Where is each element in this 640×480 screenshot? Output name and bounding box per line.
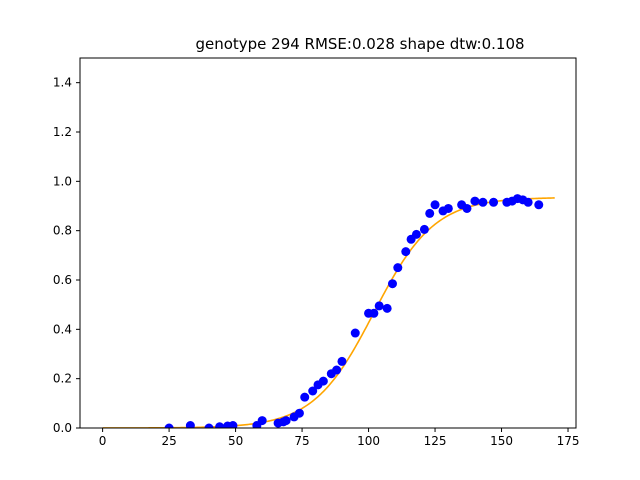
data-point [419, 224, 429, 234]
axes-frame [79, 57, 577, 429]
y-tick-label: 1.4 [53, 76, 72, 90]
data-point [318, 376, 328, 386]
x-tick-label: 125 [424, 434, 447, 448]
data-points-layer [164, 194, 544, 428]
x-tick-label: 150 [490, 434, 513, 448]
y-tick-label: 0.8 [53, 224, 72, 238]
x-tick-label: 25 [161, 434, 176, 448]
x-tick-label: 50 [228, 434, 243, 448]
data-point [337, 356, 347, 366]
x-tick-label: 100 [357, 434, 380, 448]
data-point [489, 197, 499, 207]
y-tick-label: 1.0 [53, 174, 72, 188]
x-tick-label: 175 [557, 434, 580, 448]
data-point [425, 208, 435, 218]
data-point [215, 422, 225, 428]
data-point [393, 263, 403, 273]
data-point [430, 200, 440, 210]
x-tick-label: 75 [294, 434, 309, 448]
data-point [374, 301, 384, 311]
data-point [204, 423, 214, 428]
data-point [257, 416, 267, 426]
y-tick-label: 0.6 [53, 273, 72, 287]
plot-area [102, 194, 555, 428]
x-tick-label: 0 [99, 434, 107, 448]
data-point [228, 421, 238, 428]
data-point [164, 423, 174, 428]
data-point [281, 416, 291, 426]
data-point [185, 421, 195, 428]
data-point [387, 279, 397, 289]
chart-title: genotype 294 RMSE:0.028 shape dtw:0.108 [195, 35, 524, 53]
y-axis: 0.0 0.2 0.4 0.6 0.8 1.0 1.2 1.4 [53, 76, 80, 435]
data-point [462, 203, 472, 213]
data-point [332, 365, 342, 375]
data-point [350, 328, 360, 338]
y-tick-label: 0.4 [53, 322, 72, 336]
x-axis: 0 25 50 75 100 125 150 175 [99, 428, 580, 448]
data-point [523, 197, 533, 207]
y-tick-label: 1.2 [53, 125, 72, 139]
data-point [478, 197, 488, 207]
data-point [308, 386, 318, 396]
data-point [411, 229, 421, 239]
data-point [470, 196, 480, 206]
data-point [382, 303, 392, 313]
data-point [443, 203, 453, 213]
y-tick-label: 0.0 [53, 421, 72, 435]
data-point [534, 200, 544, 210]
data-point [369, 308, 379, 318]
data-point [401, 247, 411, 257]
data-point [300, 392, 310, 402]
y-tick-label: 0.2 [53, 372, 72, 386]
data-point [294, 408, 304, 418]
